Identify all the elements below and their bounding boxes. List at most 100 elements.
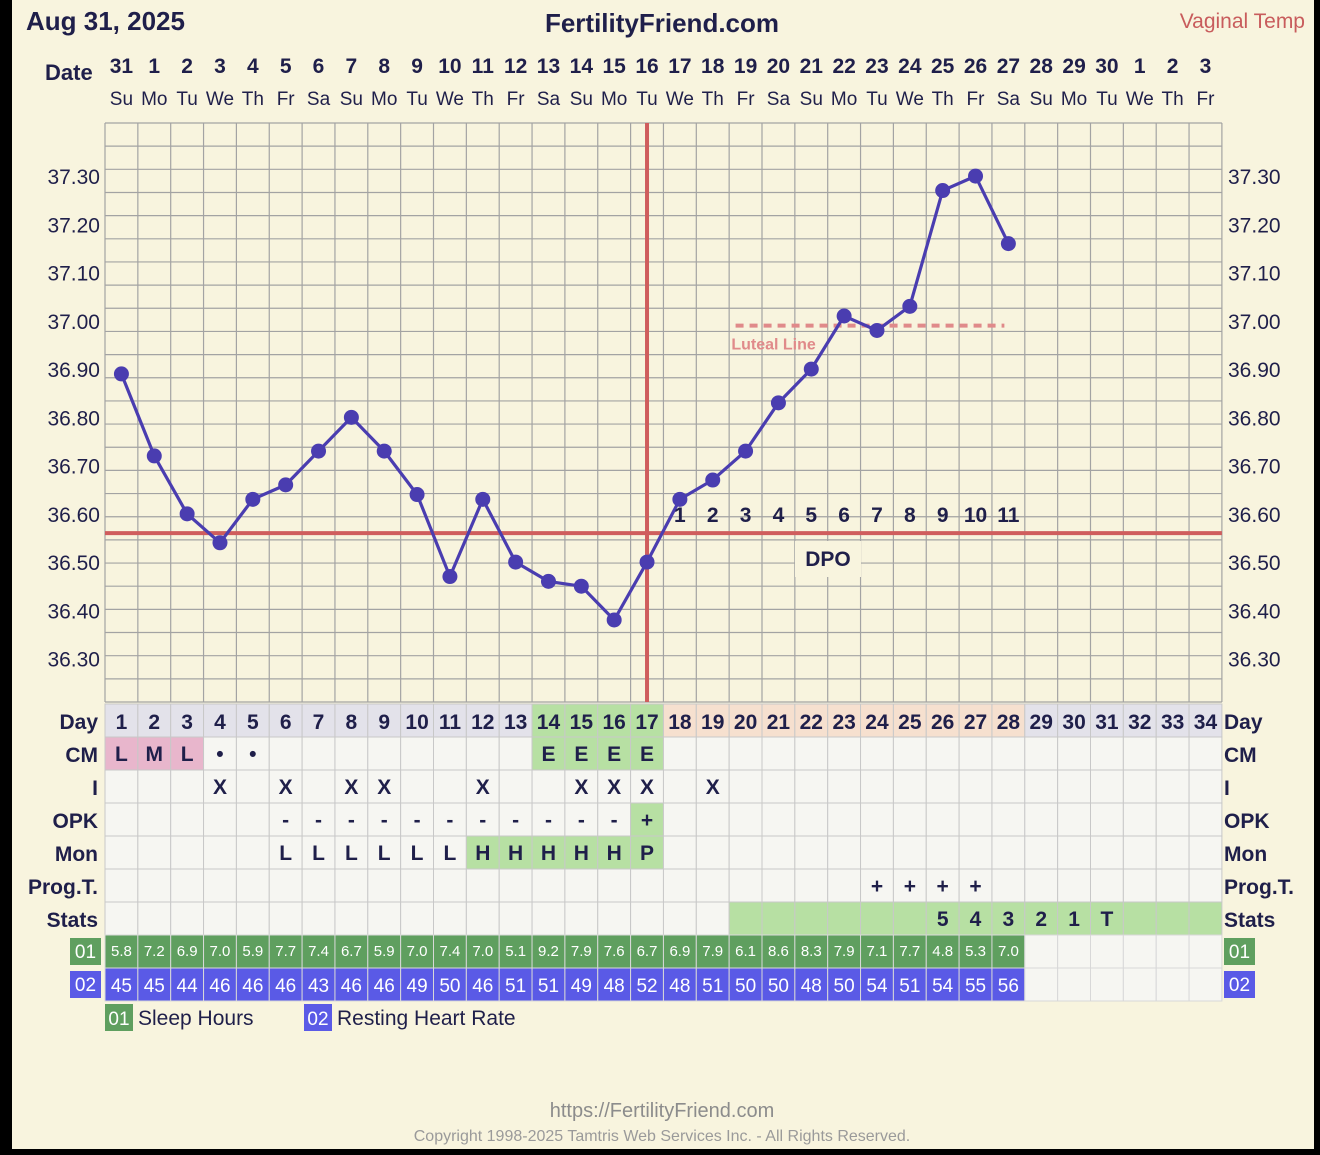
row-stats-value: 5 bbox=[937, 908, 949, 931]
fertility-chart: Aug 31, 2025 FertilityFriend.com Vaginal… bbox=[26, 6, 1305, 1145]
table-cell bbox=[465, 736, 500, 771]
row-i-value: X bbox=[640, 776, 654, 799]
table-cell bbox=[695, 769, 730, 804]
row-i-value: X bbox=[377, 776, 391, 799]
y-tick-left: 36.30 bbox=[47, 649, 100, 672]
table-cell bbox=[564, 967, 599, 1002]
heart-rate-value: 46 bbox=[242, 976, 263, 997]
cycle-day-number: 28 bbox=[997, 711, 1021, 734]
weekday-label: Sa bbox=[997, 89, 1021, 110]
date-label: 5 bbox=[280, 55, 292, 78]
cycle-day-number: 6 bbox=[280, 711, 292, 734]
table-cell bbox=[564, 802, 599, 837]
weekday-label: Su bbox=[110, 89, 133, 110]
table-cell bbox=[761, 934, 796, 969]
table-cell bbox=[531, 769, 566, 804]
table-cell bbox=[268, 967, 303, 1002]
date-label: 31 bbox=[110, 55, 134, 78]
y-tick-right: 37.00 bbox=[1228, 311, 1281, 334]
table-cell bbox=[1057, 934, 1092, 969]
table-cell bbox=[1188, 835, 1223, 870]
cycle-day-number: 17 bbox=[635, 711, 658, 734]
weekday-label: Mo bbox=[141, 89, 167, 110]
heart-rate-value: 51 bbox=[702, 976, 723, 997]
temperature-line bbox=[119, 174, 1010, 623]
table-cell bbox=[925, 934, 960, 969]
sleep-hours-value: 7.9 bbox=[571, 943, 592, 960]
date-label: 1 bbox=[1134, 55, 1146, 78]
cycle-day-number: 34 bbox=[1194, 711, 1218, 734]
row-cm-value: L bbox=[181, 743, 194, 766]
table-cell bbox=[597, 901, 632, 936]
row-prog-value: + bbox=[937, 875, 949, 898]
table-cell bbox=[1122, 934, 1157, 969]
legend-swatch bbox=[105, 1004, 133, 1031]
row-cm-value: E bbox=[607, 743, 621, 766]
table-cell bbox=[860, 769, 894, 804]
heart-rate-value: 51 bbox=[538, 976, 559, 997]
row-opk-value: - bbox=[315, 809, 322, 832]
table-cell bbox=[728, 769, 763, 804]
heart-rate-value: 51 bbox=[899, 976, 920, 997]
table-cell bbox=[137, 868, 172, 903]
date-label: 17 bbox=[668, 55, 691, 78]
sleep-hours-value: 6.1 bbox=[735, 943, 756, 960]
table-cell bbox=[728, 901, 763, 936]
row-i-value: X bbox=[476, 776, 490, 799]
table-cell bbox=[958, 967, 993, 1002]
cycle-day-number: 27 bbox=[964, 711, 987, 734]
cycle-day-number: 16 bbox=[602, 711, 625, 734]
date-label: 16 bbox=[635, 55, 658, 78]
table-cell bbox=[892, 835, 927, 870]
temp-method: Vaginal Temp bbox=[1180, 10, 1305, 33]
temperature-point bbox=[705, 472, 721, 488]
row-mon-value: H bbox=[541, 842, 556, 865]
table-cell bbox=[1024, 967, 1059, 1002]
date-label: 3 bbox=[1200, 55, 1212, 78]
table-cell bbox=[794, 868, 829, 903]
sleep-hours-value: 5.3 bbox=[965, 943, 986, 960]
table-cell bbox=[104, 901, 139, 936]
table-cell bbox=[137, 901, 172, 936]
table-cell bbox=[433, 769, 467, 804]
weekday-label: Su bbox=[1030, 89, 1053, 110]
row-i-value: X bbox=[213, 776, 227, 799]
date-label: 15 bbox=[602, 55, 626, 78]
table-cell bbox=[104, 835, 139, 870]
date-label: 21 bbox=[800, 55, 824, 78]
chart-frame: Aug 31, 2025 FertilityFriend.com Vaginal… bbox=[12, 0, 1314, 1149]
table-cell bbox=[991, 967, 1026, 1002]
weekday-label: Tu bbox=[176, 89, 197, 110]
temperature-point bbox=[902, 298, 918, 314]
temperature-point bbox=[770, 395, 786, 411]
table-cell bbox=[1155, 736, 1190, 771]
table-cell bbox=[991, 934, 1026, 969]
weekday-label: Sa bbox=[307, 89, 331, 110]
table-cell bbox=[728, 802, 763, 837]
table-cell bbox=[794, 736, 829, 771]
table-cell bbox=[465, 868, 500, 903]
table-cell bbox=[1057, 736, 1092, 771]
row-label-right: Stats bbox=[1224, 909, 1275, 932]
sleep-hours-value: 7.9 bbox=[834, 943, 855, 960]
cycle-day-number: 8 bbox=[346, 711, 358, 734]
row-opk-value: - bbox=[611, 809, 618, 832]
temperature-point bbox=[146, 448, 162, 464]
table-cell bbox=[334, 967, 369, 1002]
date-label: 13 bbox=[537, 55, 560, 78]
sleep-hours-value: 7.2 bbox=[144, 943, 165, 960]
table-cell bbox=[991, 835, 1026, 870]
date-label: 7 bbox=[346, 55, 358, 78]
table-cell bbox=[761, 835, 796, 870]
temperature-point bbox=[409, 487, 425, 503]
date-label: 27 bbox=[997, 55, 1020, 78]
cycle-day-number: 20 bbox=[734, 711, 757, 734]
table-cell bbox=[203, 901, 237, 936]
cycle-day-number: 24 bbox=[865, 711, 889, 734]
row-cm-value: • bbox=[249, 743, 256, 766]
table-cell bbox=[958, 868, 993, 903]
table-cell bbox=[827, 769, 862, 804]
cycle-day-number: 23 bbox=[832, 711, 855, 734]
dpo-number: 1 bbox=[674, 504, 686, 527]
footer-url[interactable]: https://FertilityFriend.com bbox=[550, 1100, 775, 1122]
